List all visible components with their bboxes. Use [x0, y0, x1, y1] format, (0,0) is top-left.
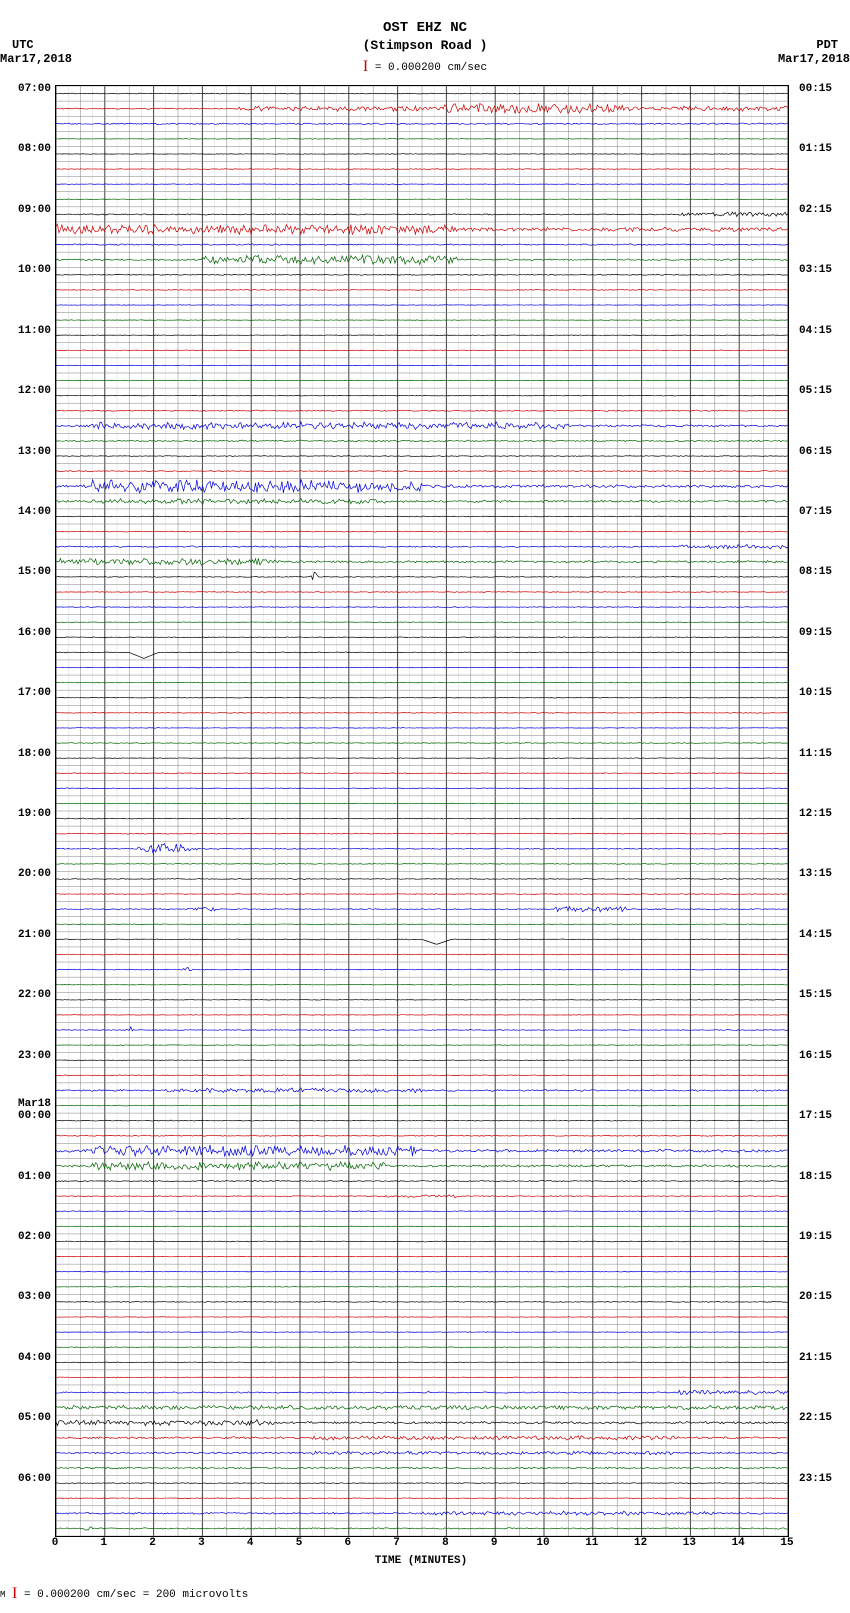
right-hour-label: 13:15	[799, 868, 832, 880]
x-tick-label: 10	[536, 1537, 549, 1549]
right-hour-label: 09:15	[799, 627, 832, 639]
scale-value: = 0.000200 cm/sec	[375, 62, 487, 74]
right-hour-label: 12:15	[799, 808, 832, 820]
left-hour-label: 04:00	[18, 1352, 51, 1364]
right-hour-label: 11:15	[799, 748, 832, 760]
x-tick-label: 8	[442, 1537, 449, 1549]
left-hour-label: 17:00	[18, 687, 51, 699]
left-hour-label: 00:00	[18, 1110, 51, 1122]
left-hour-label: 08:00	[18, 143, 51, 155]
right-hour-label: 20:15	[799, 1291, 832, 1303]
x-tick-label: 1	[100, 1537, 107, 1549]
right-hour-label: 05:15	[799, 385, 832, 397]
right-hour-label: 06:15	[799, 446, 832, 458]
left-time-labels: 07:00 08:00 09:00 10:00 11:00 12:00 13:00 14:00…	[8, 85, 53, 1535]
x-tick-label: 5	[296, 1537, 303, 1549]
right-hour-label: 18:15	[799, 1171, 832, 1183]
left-hour-label: 03:00	[18, 1291, 51, 1303]
left-date-label: Mar18	[18, 1098, 51, 1110]
right-hour-label: 16:15	[799, 1050, 832, 1062]
right-hour-label: 08:15	[799, 566, 832, 578]
right-hour-label: 07:15	[799, 506, 832, 518]
right-hour-label: 00:15	[799, 83, 832, 95]
right-hour-label: 21:15	[799, 1352, 832, 1364]
right-hour-label: 23:15	[799, 1473, 832, 1485]
left-hour-label: 02:00	[18, 1231, 51, 1243]
footer-scale-text: = 0.000200 cm/sec = 200 microvolts	[24, 1589, 248, 1601]
right-hour-label: 15:15	[799, 989, 832, 1001]
x-axis-label: TIME (MINUTES)	[55, 1555, 787, 1567]
x-tick-label: 15	[780, 1537, 793, 1549]
right-hour-label: 04:15	[799, 325, 832, 337]
left-hour-label: 12:00	[18, 385, 51, 397]
left-hour-label: 15:00	[18, 566, 51, 578]
left-hour-label: 11:00	[18, 325, 51, 337]
left-hour-label: 01:00	[18, 1171, 51, 1183]
left-hour-label: 20:00	[18, 868, 51, 880]
left-hour-label: 21:00	[18, 929, 51, 941]
x-tick-label: 9	[491, 1537, 498, 1549]
left-hour-label: 22:00	[18, 989, 51, 1001]
footer-scale-bar-icon: I	[12, 1585, 17, 1602]
timezone-left: UTC	[12, 38, 34, 52]
left-hour-label: 07:00	[18, 83, 51, 95]
scale-bar-icon: I	[363, 58, 368, 75]
right-hour-label: 03:15	[799, 264, 832, 276]
plot-area	[55, 85, 789, 1537]
left-hour-label: 10:00	[18, 264, 51, 276]
station-title: OST EHZ NC	[0, 20, 850, 36]
right-hour-label: 01:15	[799, 143, 832, 155]
left-hour-label: 14:00	[18, 506, 51, 518]
footer-scale: M I = 0.000200 cm/sec = 200 microvolts	[0, 1585, 248, 1603]
right-hour-label: 02:15	[799, 204, 832, 216]
x-tick-label: 6	[344, 1537, 351, 1549]
station-subtitle: (Stimpson Road )	[0, 38, 850, 53]
right-hour-label: 19:15	[799, 1231, 832, 1243]
x-tick-label: 11	[585, 1537, 598, 1549]
x-axis: 0123456789101112131415 TIME (MINUTES)	[55, 1535, 787, 1575]
left-hour-label: 23:00	[18, 1050, 51, 1062]
x-tick-label: 0	[52, 1537, 59, 1549]
seismogram-svg	[56, 86, 788, 1536]
timezone-right: PDT	[816, 38, 838, 52]
x-tick-label: 3	[198, 1537, 205, 1549]
seismogram-container: OST EHZ NC (Stimpson Road ) I = 0.000200…	[0, 0, 850, 1613]
scale-label: I = 0.000200 cm/sec	[0, 58, 850, 76]
right-hour-label: 10:15	[799, 687, 832, 699]
x-tick-label: 2	[149, 1537, 156, 1549]
right-hour-label: 17:15	[799, 1110, 832, 1122]
date-right: Mar17,2018	[778, 52, 850, 66]
x-tick-label: 12	[634, 1537, 647, 1549]
left-hour-label: 18:00	[18, 748, 51, 760]
left-hour-label: 16:00	[18, 627, 51, 639]
left-hour-label: 09:00	[18, 204, 51, 216]
x-tick-label: 7	[393, 1537, 400, 1549]
x-tick-label: 14	[732, 1537, 745, 1549]
right-hour-label: 22:15	[799, 1412, 832, 1424]
left-hour-label: 05:00	[18, 1412, 51, 1424]
left-hour-label: 06:00	[18, 1473, 51, 1485]
right-time-labels: 00:15 01:15 02:15 03:15 04:15 05:15 06:15 07:15…	[797, 85, 842, 1535]
x-tick-label: 13	[683, 1537, 696, 1549]
date-left: Mar17,2018	[0, 52, 72, 66]
left-hour-label: 19:00	[18, 808, 51, 820]
right-hour-label: 14:15	[799, 929, 832, 941]
left-hour-label: 13:00	[18, 446, 51, 458]
x-tick-label: 4	[247, 1537, 254, 1549]
